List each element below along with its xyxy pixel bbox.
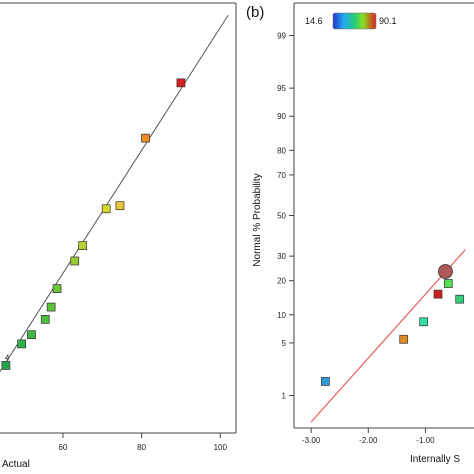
panel-b-point <box>399 334 409 344</box>
panel-a-point-label: 4 <box>5 353 10 362</box>
panel-b-point <box>443 279 453 288</box>
colorbar-max-label: 90.1 <box>379 16 397 26</box>
panel-b-points <box>321 264 465 386</box>
panel-a-x-tick-label: 80 <box>137 443 146 452</box>
colorbar <box>332 12 377 30</box>
panel-a-point <box>40 315 50 324</box>
panel-a-point <box>115 201 125 211</box>
panel-b-point <box>321 377 330 386</box>
panel-a-x-tick-label: 100 <box>214 443 228 452</box>
panel-a-point <box>70 256 80 266</box>
panel-b-x-tick-label: -1.00 <box>416 436 435 445</box>
panel-b-y-tick-label: 70 <box>277 171 286 180</box>
panel-b-y-tick-label: 95 <box>277 84 286 93</box>
panel-b-y-tick-label: 99 <box>277 31 286 40</box>
panel-a: 60 80 100 4 Actual <box>0 2 237 470</box>
panel-b-label: (b) <box>246 4 264 21</box>
panel-a-point <box>101 204 111 214</box>
panel-b-y-ticks: 1 5 10 20 30 50 70 80 90 95 99 <box>277 31 294 401</box>
panel-b-y-tick-label: 5 <box>282 339 287 348</box>
panel-b-y-tick-label: 80 <box>277 146 286 155</box>
panel-a-point <box>27 330 36 340</box>
panel-a-reference-line <box>0 15 229 372</box>
panel-a-point <box>46 302 56 312</box>
colorbar-min-label: 14.6 <box>305 16 323 26</box>
panel-b-x-tick-label: -2.00 <box>359 436 378 445</box>
panel-a-point <box>141 133 150 143</box>
panel-b: (b) 14.6 90.1 1 5 10 20 30 50 70 80 90 95 99 -3.00… <box>246 2 474 465</box>
panel-b-y-tick-label: 1 <box>282 392 287 401</box>
panel-a-x-tick-label: 60 <box>58 443 67 452</box>
panel-b-y-tick-label: 10 <box>277 311 286 320</box>
panel-b-point <box>455 294 465 304</box>
panel-b-point <box>433 289 443 299</box>
panel-b-x-ticks: -3.00 -2.00 -1.00 <box>302 428 435 445</box>
panel-a-diagonal-line <box>0 15 229 372</box>
panel-a-point <box>78 241 87 250</box>
panel-a-point <box>176 78 186 88</box>
panel-b-point <box>419 317 429 327</box>
panel-b-y-tick-label: 30 <box>277 252 286 261</box>
panel-a-x-axis-label: Actual <box>2 459 30 470</box>
panel-b-y-tick-label: 50 <box>277 212 286 221</box>
panel-b-y-tick-label: 20 <box>277 277 286 286</box>
panel-a-point <box>52 284 62 293</box>
panel-b-normal-line <box>310 249 466 423</box>
panel-b-point-highlight <box>438 264 453 279</box>
panel-a-point <box>1 361 11 370</box>
panel-a-points: 4 <box>1 78 186 370</box>
panel-b-x-axis-label: Internally S <box>410 454 460 465</box>
panel-b-y-tick-label: 90 <box>277 112 286 121</box>
panel-a-x-ticks: 60 80 100 <box>58 433 227 452</box>
panel-b-reference-line <box>310 249 466 423</box>
panel-b-x-tick-label: -3.00 <box>302 436 321 445</box>
panel-b-y-axis-label: Normal % Probability <box>252 173 263 266</box>
panel-a-point <box>17 339 26 349</box>
